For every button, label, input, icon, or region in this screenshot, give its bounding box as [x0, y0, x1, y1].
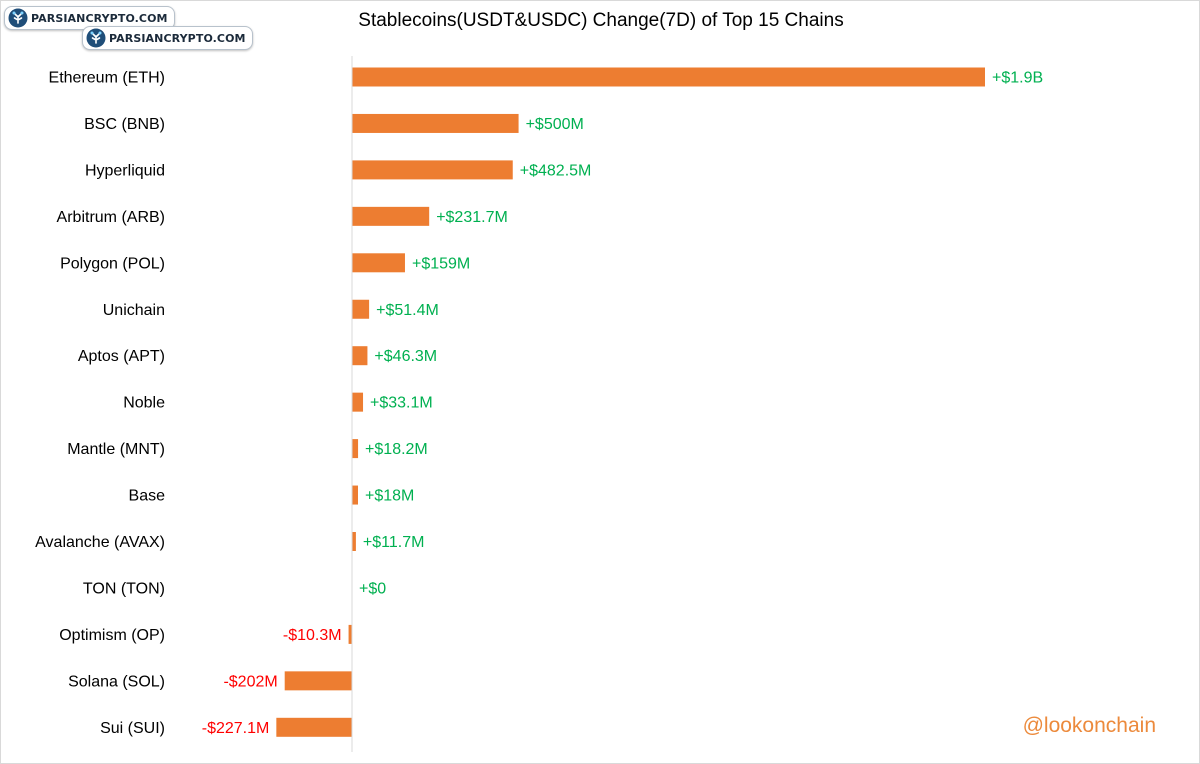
- bar: [352, 206, 430, 226]
- data-label: +$0: [359, 580, 386, 597]
- watermark-logo: PARSIANCRYPTO.COM: [82, 26, 253, 50]
- data-label: +$500M: [526, 116, 584, 133]
- category-label: Aptos (APT): [78, 348, 165, 365]
- data-label: -$10.3M: [283, 627, 342, 644]
- bar: [352, 532, 356, 551]
- data-label: +$482.5M: [520, 162, 592, 179]
- category-label: BSC (BNB): [84, 116, 165, 133]
- bar: [348, 624, 352, 644]
- data-label: +$1.9B: [992, 70, 1043, 87]
- data-label: +$33.1M: [370, 395, 433, 412]
- category-label: Avalanche (AVAX): [35, 534, 165, 551]
- bar: [284, 671, 352, 691]
- bar: [352, 485, 358, 505]
- source-credit: @lookonchain: [1022, 714, 1156, 737]
- data-label: +$18M: [365, 488, 414, 505]
- bar: [352, 346, 368, 366]
- bar: [352, 67, 985, 87]
- category-label: Unichain: [103, 302, 165, 319]
- bar: [352, 392, 364, 412]
- category-label: Base: [129, 488, 166, 505]
- bar: [352, 439, 359, 459]
- watermark-text: PARSIANCRYPTO.COM: [109, 31, 246, 45]
- data-label: +$231.7M: [436, 209, 508, 226]
- data-label: +$46.3M: [374, 348, 437, 365]
- category-label: Mantle (MNT): [67, 441, 165, 458]
- parsiancrypto-logo-icon: [8, 8, 28, 28]
- bars-layer: Ethereum (ETH) +$1.9B BSC (BNB) +$500M Hyper…: [35, 67, 1043, 737]
- category-label: Noble: [123, 395, 165, 412]
- category-label: TON (TON): [83, 580, 165, 597]
- data-label: +$51.4M: [376, 302, 439, 319]
- bar: [276, 717, 352, 737]
- bar: [352, 113, 519, 133]
- category-label: Solana (SOL): [68, 673, 165, 690]
- category-label: Ethereum (ETH): [49, 70, 165, 87]
- data-label: +$11.7M: [363, 534, 425, 551]
- category-label: Polygon (POL): [60, 255, 165, 272]
- bar: [352, 253, 405, 273]
- data-label: +$18.2M: [365, 441, 428, 458]
- bar: [352, 299, 370, 319]
- data-label: -$202M: [223, 673, 277, 690]
- data-label: +$159M: [412, 255, 470, 272]
- data-label: -$227.1M: [202, 720, 270, 737]
- category-label: Sui (SUI): [100, 720, 165, 737]
- bar: [352, 160, 513, 180]
- chart-title: Stablecoins(USDT&USDC) Change(7D) of Top…: [358, 10, 843, 31]
- watermark-text: PARSIANCRYPTO.COM: [31, 11, 168, 25]
- category-label: Hyperliquid: [85, 162, 165, 179]
- category-label: Optimism (OP): [59, 627, 165, 644]
- category-label: Arbitrum (ARB): [57, 209, 165, 226]
- parsiancrypto-logo-icon: [86, 28, 106, 48]
